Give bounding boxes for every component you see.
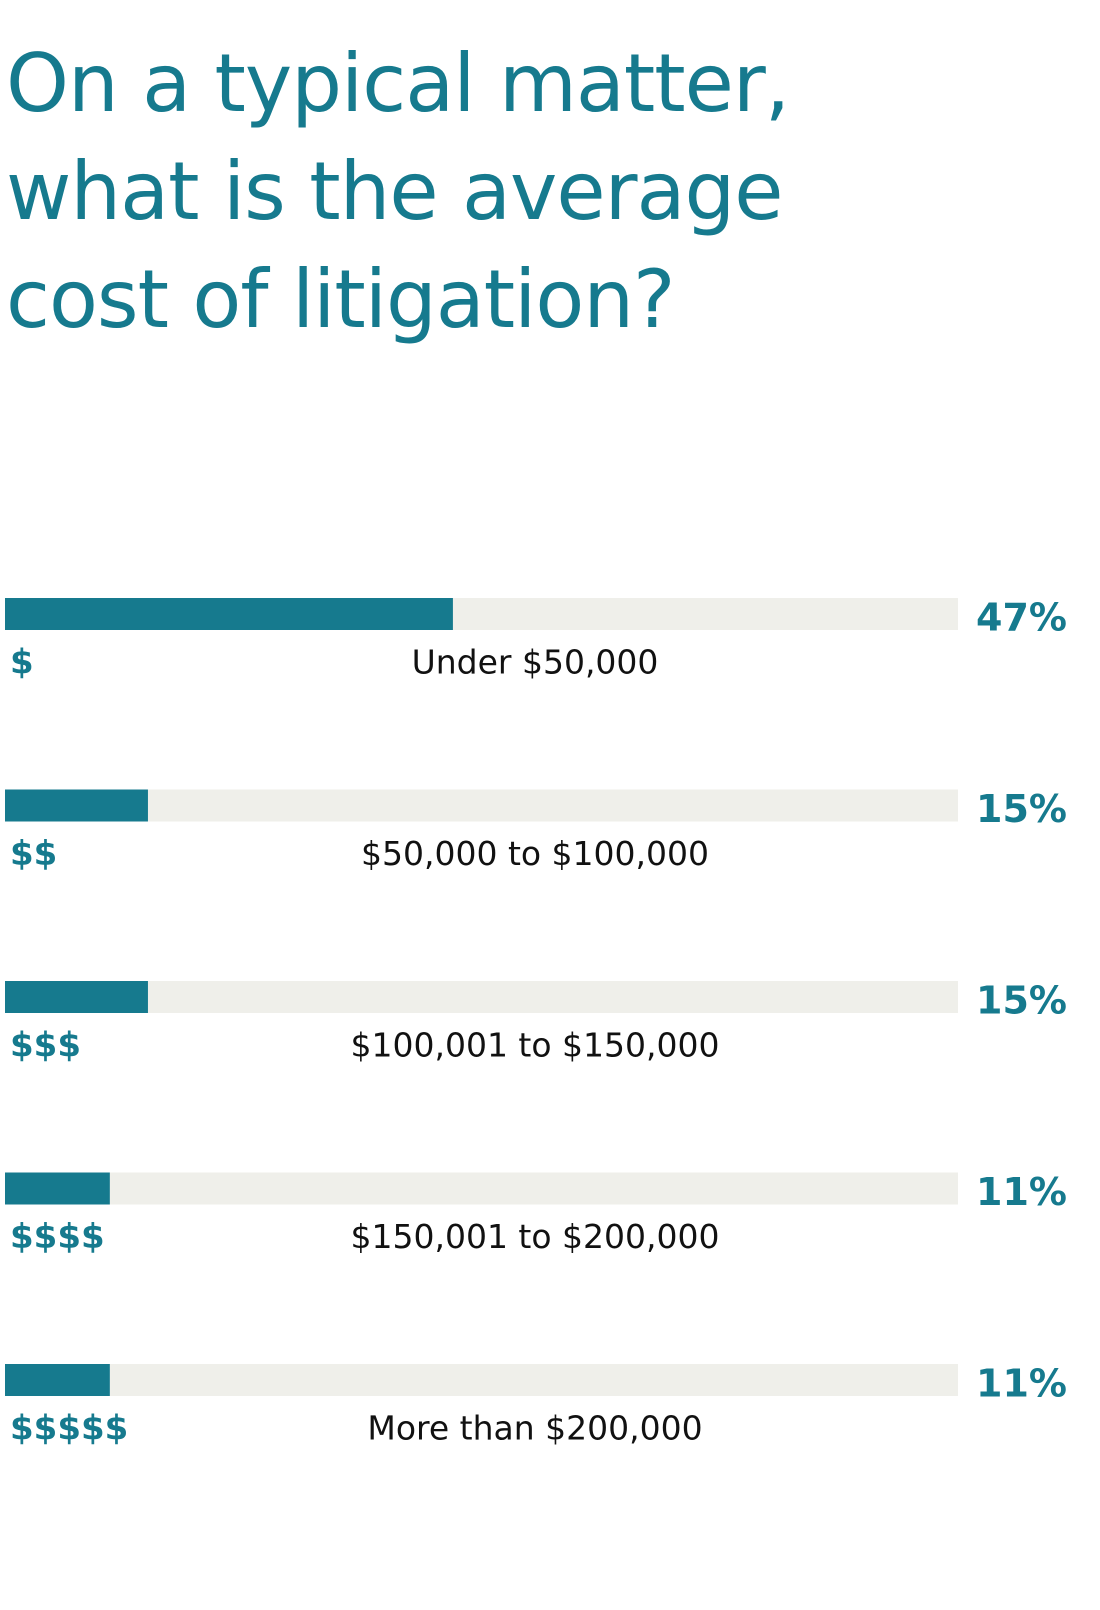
value-label: 11% <box>976 1170 1067 1214</box>
tier-label: $$$ <box>10 1026 81 1066</box>
tier-label: $$$$ <box>10 1217 105 1257</box>
bar <box>5 789 148 822</box>
value-label: 15% <box>976 787 1067 831</box>
value-label: 15% <box>976 979 1067 1023</box>
category-label: Under $50,000 <box>412 643 659 682</box>
tier-label: $$ <box>10 834 57 874</box>
bar <box>5 1364 110 1396</box>
bar <box>5 598 453 630</box>
value-label: 11% <box>976 1362 1067 1406</box>
tier-label: $$$$$ <box>10 1409 128 1449</box>
category-label: $150,001 to $200,000 <box>350 1217 719 1256</box>
bar-track <box>5 789 958 822</box>
bar <box>5 1172 110 1205</box>
tier-label: $ <box>10 643 34 683</box>
bar-track <box>5 1364 958 1396</box>
bar <box>5 981 148 1013</box>
bar-track <box>5 981 958 1013</box>
category-label: $50,000 to $100,000 <box>361 834 709 873</box>
category-label: $100,001 to $150,000 <box>350 1026 719 1065</box>
category-label: More than $200,000 <box>367 1409 702 1448</box>
chart-title: On a typical matter, what is the average… <box>6 37 790 346</box>
bar-track <box>5 1172 958 1205</box>
value-label: 47% <box>976 596 1067 640</box>
